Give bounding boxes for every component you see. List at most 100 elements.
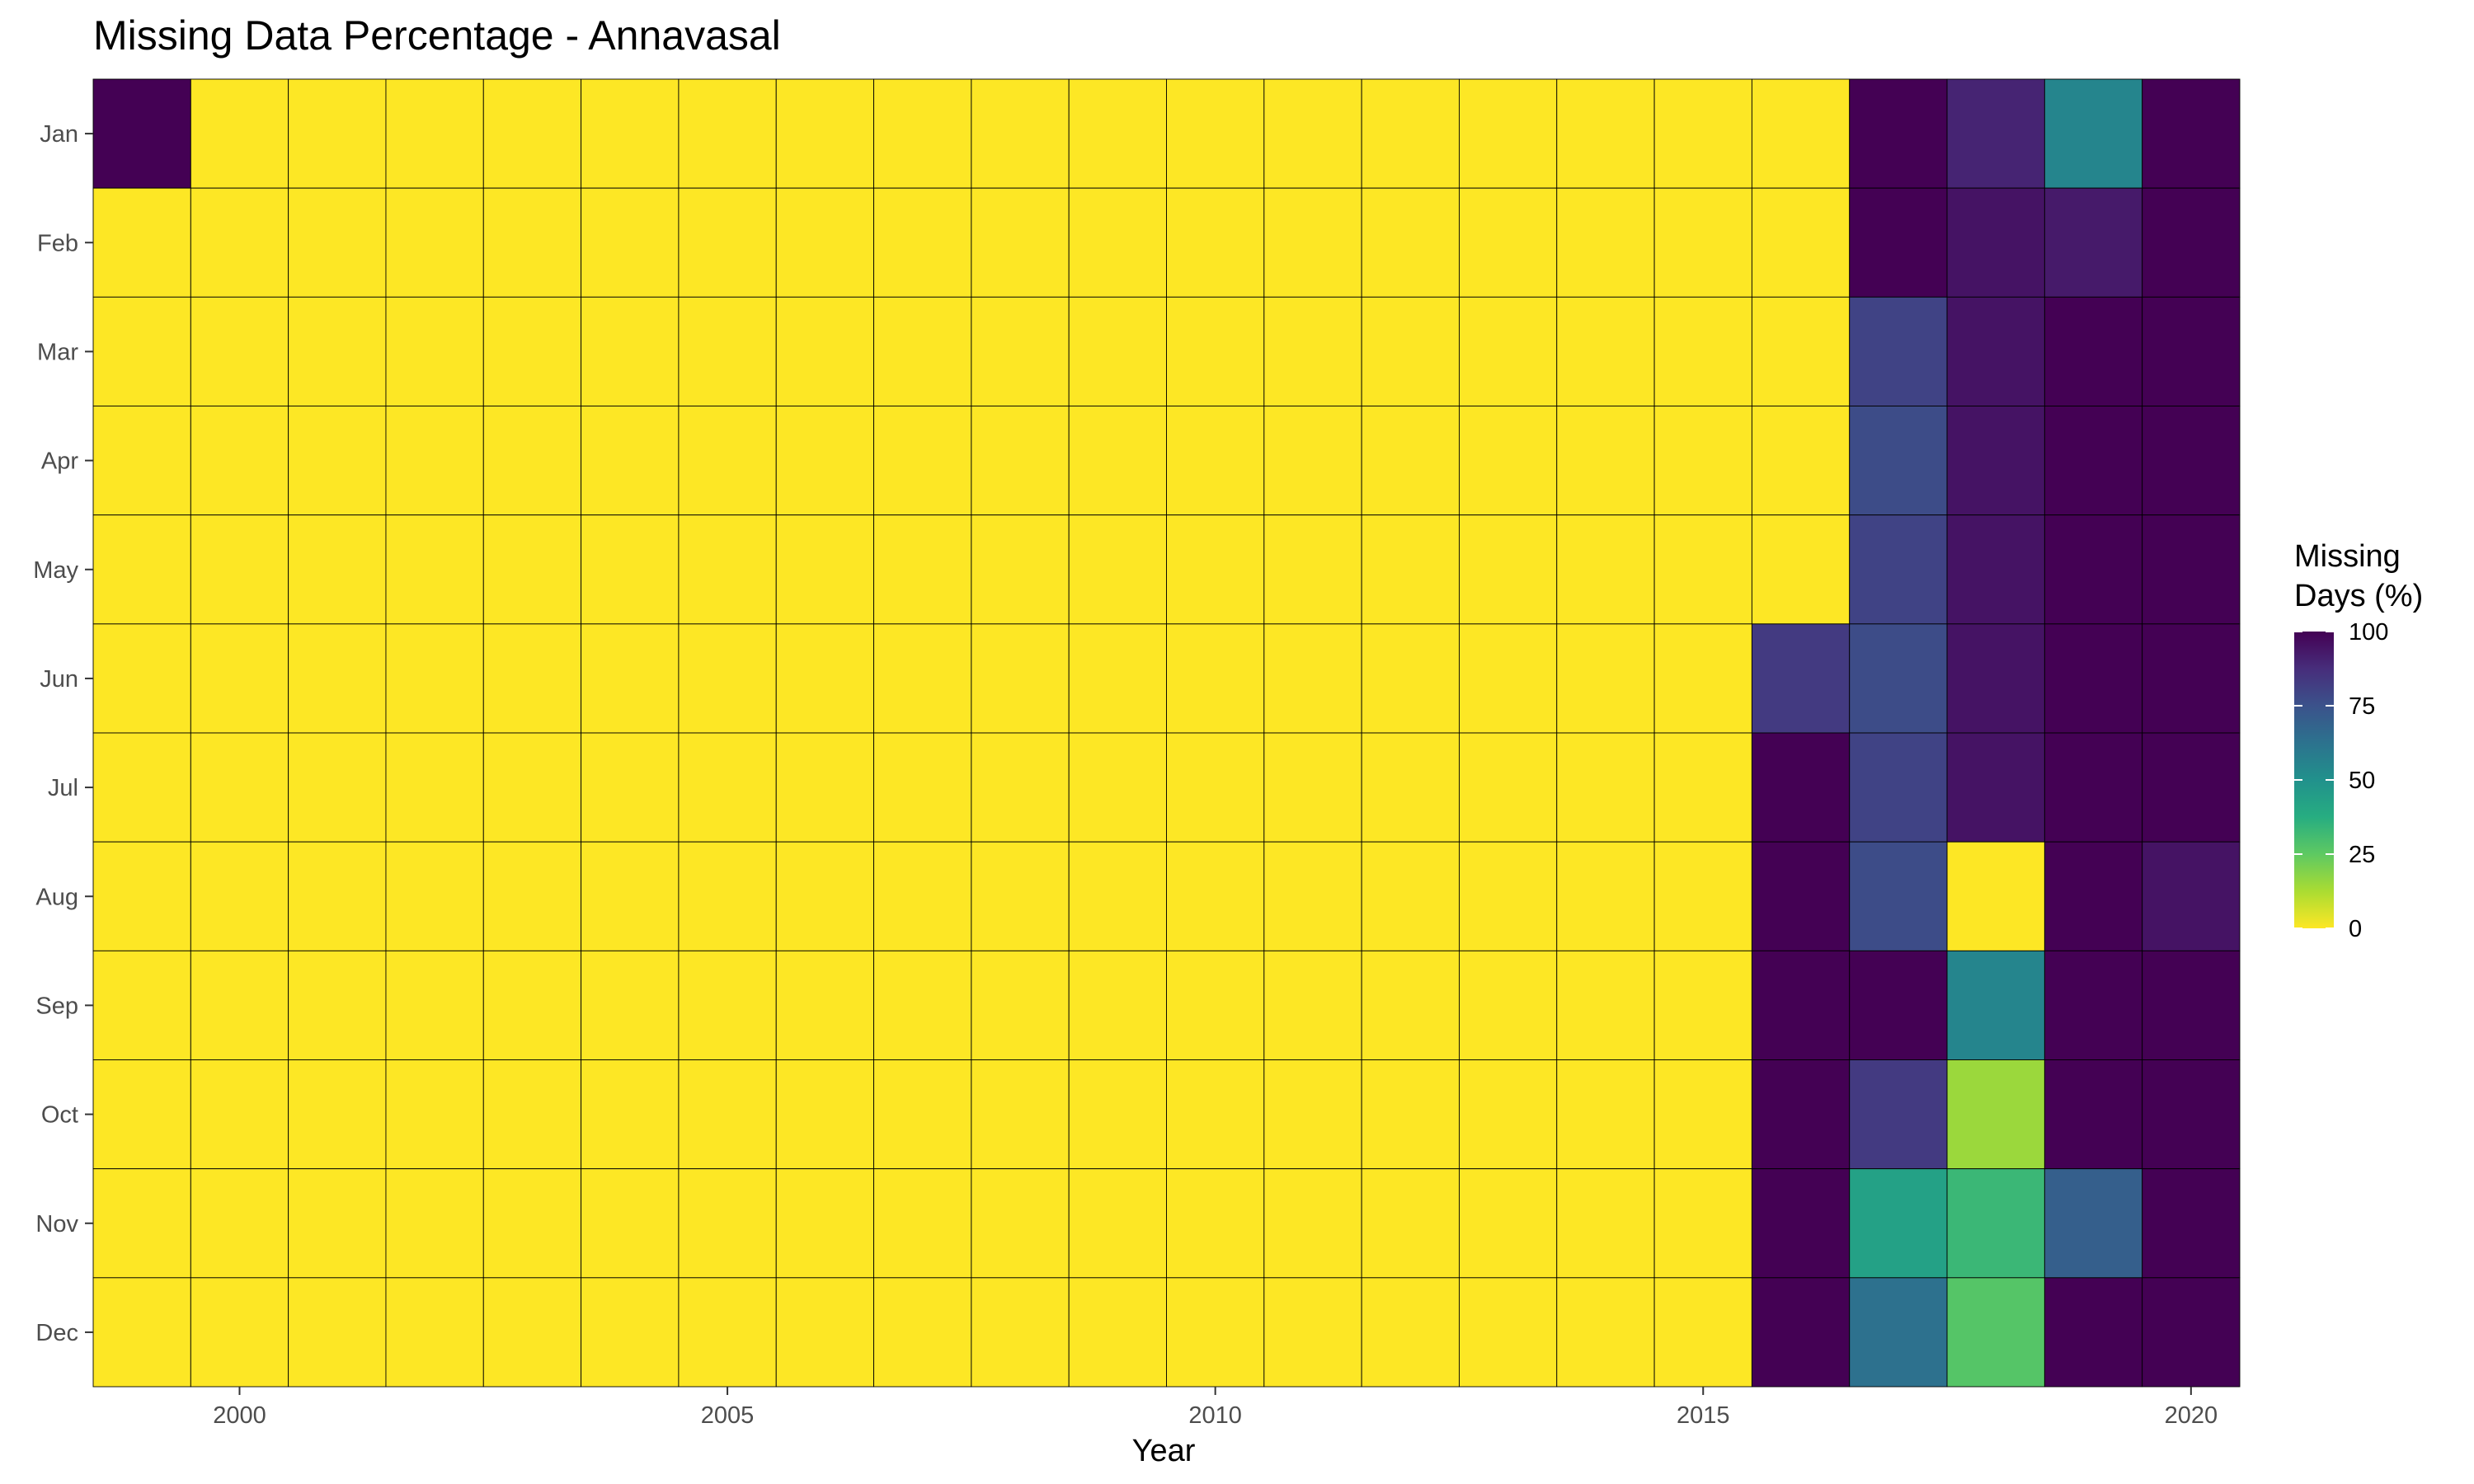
heatmap-cell-jan-2009 xyxy=(1068,78,1167,189)
heatmap-cell-mar-2000 xyxy=(190,296,289,406)
heatmap-cell-oct-2019 xyxy=(2044,1059,2143,1170)
heatmap-cell-sep-2000 xyxy=(190,950,289,1060)
heatmap-cell-apr-2012 xyxy=(1361,406,1460,516)
heatmap-cell-jun-2015 xyxy=(1653,623,1752,734)
heatmap-cell-aug-2018 xyxy=(1946,841,2045,951)
heatmap-cell-nov-2014 xyxy=(1556,1168,1655,1279)
heatmap-cell-jan-2002 xyxy=(385,78,484,189)
heatmap-cell-aug-2012 xyxy=(1361,841,1460,951)
y-tick-label-aug: Aug xyxy=(35,884,78,910)
heatmap-cell-jul-2020 xyxy=(2142,732,2241,843)
x-tick-label-2000: 2000 xyxy=(213,1402,266,1429)
heatmap-cell-feb-2004 xyxy=(581,187,680,298)
heatmap-cell-jan-2020 xyxy=(2142,78,2241,189)
heatmap-cell-jul-2009 xyxy=(1068,732,1167,843)
heatmap-cell-aug-2009 xyxy=(1068,841,1167,951)
heatmap-cell-apr-2008 xyxy=(971,406,1070,516)
legend-ticks: 100 75 50 25 0 xyxy=(2294,619,2388,942)
heatmap-cell-jan-2007 xyxy=(873,78,972,189)
heatmap-cell-aug-2003 xyxy=(482,841,582,951)
heatmap-cell-sep-2018 xyxy=(1946,950,2045,1060)
heatmap-cell-dec-2015 xyxy=(1653,1277,1752,1388)
heatmap-cell-feb-1999 xyxy=(92,187,191,298)
heatmap-cell-may-2005 xyxy=(678,514,777,625)
y-axis: Jan Feb Mar Apr May Jun Jul Aug Sep Oct Nov Dec xyxy=(33,121,93,1346)
heatmap-cell-aug-2015 xyxy=(1653,841,1752,951)
y-tick-label-apr: Apr xyxy=(41,448,78,475)
heatmap-cell-feb-2008 xyxy=(971,187,1070,298)
x-tick-label-2010: 2010 xyxy=(1188,1402,1242,1429)
heatmap-cell-dec-2014 xyxy=(1556,1277,1655,1388)
heatmap-cell-oct-2014 xyxy=(1556,1059,1655,1170)
heatmap-cell-feb-2019 xyxy=(2044,187,2143,298)
y-tick-label-jan: Jan xyxy=(40,121,78,148)
heatmap-cell-may-2014 xyxy=(1556,514,1655,625)
heatmap-cell-nov-1999 xyxy=(92,1168,191,1279)
heatmap-cell-mar-2004 xyxy=(581,296,680,406)
heatmap-cell-aug-2007 xyxy=(873,841,972,951)
heatmap-cell-sep-2016 xyxy=(1751,950,1851,1060)
heatmap-cell-jun-2013 xyxy=(1458,623,1558,734)
heatmap-cell-feb-2016 xyxy=(1751,187,1851,298)
heatmap-cell-mar-1999 xyxy=(92,296,191,406)
heatmap-cell-jun-1999 xyxy=(92,623,191,734)
heatmap-cell-may-2013 xyxy=(1458,514,1558,625)
heatmap-cell-nov-2018 xyxy=(1946,1168,2045,1279)
heatmap-cell-mar-2018 xyxy=(1946,296,2045,406)
heatmap-cell-jan-2012 xyxy=(1361,78,1460,189)
heatmap-cell-may-2001 xyxy=(288,514,387,625)
heatmap-cell-apr-2000 xyxy=(190,406,289,516)
heatmap-cell-sep-2017 xyxy=(1849,950,1948,1060)
y-tick-label-mar: Mar xyxy=(37,339,78,365)
heatmap-cell-mar-2017 xyxy=(1849,296,1948,406)
heatmap-cell-nov-2019 xyxy=(2044,1168,2143,1279)
heatmap-cell-oct-2013 xyxy=(1458,1059,1558,1170)
heatmap-cell-jan-2014 xyxy=(1556,78,1655,189)
heatmap-cell-jun-2001 xyxy=(288,623,387,734)
heatmap-cell-oct-2020 xyxy=(2142,1059,2241,1170)
heatmap-cell-jul-1999 xyxy=(92,732,191,843)
heatmap-cell-aug-2016 xyxy=(1751,841,1851,951)
heatmap-cell-mar-2003 xyxy=(482,296,582,406)
heatmap-cell-nov-2007 xyxy=(873,1168,972,1279)
heatmap-cell-jan-2011 xyxy=(1263,78,1362,189)
y-tick-label-may: May xyxy=(33,557,78,584)
heatmap-cell-mar-2016 xyxy=(1751,296,1851,406)
heatmap-cell-jun-2005 xyxy=(678,623,777,734)
heatmap-cell-dec-2017 xyxy=(1849,1277,1948,1388)
heatmap-cell-apr-2001 xyxy=(288,406,387,516)
heatmap-cell-dec-2016 xyxy=(1751,1277,1851,1388)
heatmap-cell-sep-2001 xyxy=(288,950,387,1060)
heatmap-cell-nov-2010 xyxy=(1166,1168,1265,1279)
heatmap-cell-nov-2015 xyxy=(1653,1168,1752,1279)
heatmap-cell-mar-2011 xyxy=(1263,296,1362,406)
heatmap-cell-dec-2007 xyxy=(873,1277,972,1388)
x-axis-title: Year xyxy=(1132,1434,1196,1468)
heatmap-cell-apr-2004 xyxy=(581,406,680,516)
heatmap-cell-feb-2003 xyxy=(482,187,582,298)
heatmap-cell-jul-2018 xyxy=(1946,732,2045,843)
heatmap-cell-may-2010 xyxy=(1166,514,1265,625)
heatmap-cell-sep-2009 xyxy=(1068,950,1167,1060)
y-tick-label-oct: Oct xyxy=(41,1102,78,1129)
y-tick-label-dec: Dec xyxy=(35,1320,78,1346)
heatmap-cell-jan-2003 xyxy=(482,78,582,189)
heatmap-cell-may-2007 xyxy=(873,514,972,625)
heatmap-cell-oct-2007 xyxy=(873,1059,972,1170)
heatmap-cell-oct-2006 xyxy=(775,1059,874,1170)
heatmap-cell-jan-2004 xyxy=(581,78,680,189)
heatmap-cell-dec-2005 xyxy=(678,1277,777,1388)
heatmap-cell-feb-2020 xyxy=(2142,187,2241,298)
heatmap-cell-jun-2002 xyxy=(385,623,484,734)
heatmap-cell-jun-2010 xyxy=(1166,623,1265,734)
heatmap-cell-may-2015 xyxy=(1653,514,1752,625)
heatmap-cell-mar-2009 xyxy=(1068,296,1167,406)
heatmap-cell-nov-2003 xyxy=(482,1168,582,1279)
legend-tick-label-50: 50 xyxy=(2349,768,2375,794)
heatmap-cell-oct-2018 xyxy=(1946,1059,2045,1170)
heatmap-cell-nov-2005 xyxy=(678,1168,777,1279)
heatmap-cell-mar-2007 xyxy=(873,296,972,406)
heatmap-cell-oct-2000 xyxy=(190,1059,289,1170)
heatmap-cell-feb-2006 xyxy=(775,187,874,298)
